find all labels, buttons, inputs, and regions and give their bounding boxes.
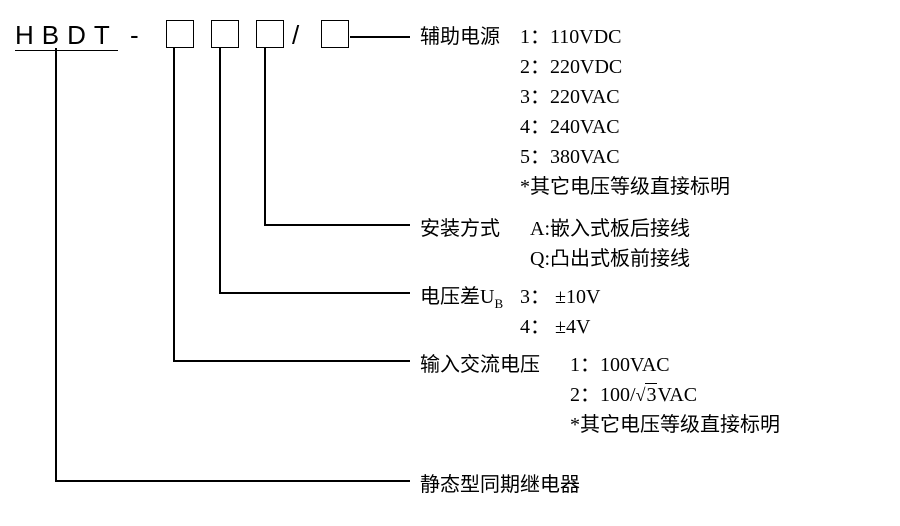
aux-power-opt-5: *其它电压等级直接标明 — [520, 170, 730, 199]
install-method-vline — [264, 48, 266, 224]
product-name-label: 静态型同期继电器 — [420, 468, 580, 497]
placeholder-box-4 — [321, 20, 349, 48]
install-method-label: 安装方式 — [420, 212, 500, 241]
product-name-hline — [55, 480, 410, 482]
install-method-hline — [264, 224, 410, 226]
separator-dash: - — [130, 20, 139, 51]
voltage-diff-opt-0: 3： ±10V — [520, 280, 600, 309]
model-prefix: HBDT — [15, 20, 118, 51]
placeholder-box-2 — [211, 20, 239, 48]
voltage-diff-label-sub: B — [494, 296, 503, 311]
sqrt-symbol: 3 — [636, 384, 658, 407]
install-method-opt-0: A:嵌入式板后接线 — [530, 212, 690, 241]
input-voltage-opt-0: 1：100VAC — [570, 348, 670, 377]
input-voltage-opt-1: 2：100/3VAC — [570, 378, 697, 407]
voltage-diff-vline — [219, 48, 221, 292]
input-voltage-opt-1-suffix: VAC — [657, 384, 697, 406]
aux-power-opt-1: 2：220VDC — [520, 50, 622, 79]
voltage-diff-hline — [219, 292, 410, 294]
input-voltage-opt-1-prefix: 2：100/ — [570, 384, 636, 406]
aux-power-label: 辅助电源 — [420, 20, 500, 49]
aux-power-opt-0: 1：110VDC — [520, 20, 621, 49]
separator-slash: / — [292, 20, 299, 51]
aux-power-opt-4: 5：380VAC — [520, 140, 620, 169]
input-voltage-label: 输入交流电压 — [420, 348, 540, 377]
input-voltage-vline — [173, 48, 175, 360]
model-code-row: HBDT — [15, 20, 118, 51]
aux-power-opt-3: 4：240VAC — [520, 110, 620, 139]
aux-power-opt-2: 3：220VAC — [520, 80, 620, 109]
input-voltage-opt-2: *其它电压等级直接标明 — [570, 408, 780, 437]
install-method-opt-1: Q:凸出式板前接线 — [530, 242, 690, 271]
placeholder-box-1 — [166, 20, 194, 48]
placeholder-box-3 — [256, 20, 284, 48]
connector-line-top — [350, 36, 410, 38]
voltage-diff-label: 电压差UB — [420, 280, 503, 312]
product-name-vline — [55, 48, 57, 480]
voltage-diff-label-text: 电压差U — [420, 286, 494, 308]
input-voltage-hline — [173, 360, 410, 362]
sqrt-value: 3 — [645, 383, 657, 406]
voltage-diff-opt-1: 4： ±4V — [520, 310, 590, 339]
